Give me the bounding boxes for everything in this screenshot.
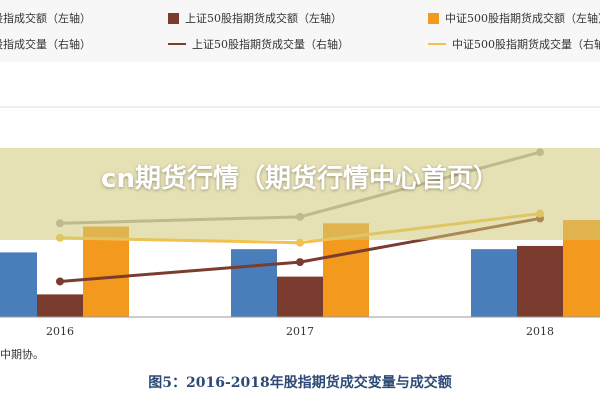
legend-line-swatch: [428, 43, 446, 45]
legend-line-swatch: [168, 43, 186, 45]
legend-label: 中证500股指期货成交量（右轴）: [452, 38, 600, 51]
line-point-2-2017: [296, 258, 304, 267]
legend-label: 上证50股指期货成交额（左轴）: [185, 12, 342, 25]
legend-item-index-turnover: 股指成交额（左轴）: [0, 10, 91, 26]
legend-swatch: [428, 12, 439, 24]
chart-legend: 股指成交额（左轴） 上证50股指期货成交额（左轴） 中证500股指期货成交额（左…: [0, 0, 600, 62]
legend-item-zz500-turnover: 中证500股指期货成交额（左轴）: [428, 10, 600, 26]
legend-label: 股指成交量（右轴）: [0, 38, 91, 51]
bar-2016-s1: [0, 252, 37, 317]
x-tick-group: 2016 2017 2018: [46, 325, 554, 338]
source-note: 中期协。: [0, 348, 44, 361]
line-point-3-2017: [296, 238, 304, 247]
overlay-banner-text: cn期货行情（期货行情中心首页）: [101, 164, 499, 194]
legend-item-sz50-turnover: 上证50股指期货成交额（左轴）: [168, 10, 342, 26]
legend-item-sz50-volume: 上证50股指期货成交量（右轴）: [168, 36, 349, 52]
x-tick-label: 2017: [286, 325, 314, 338]
overlay-banner: [0, 148, 600, 240]
legend-label: 股指成交额（左轴）: [0, 12, 91, 25]
x-tick-label: 2016: [46, 325, 74, 338]
legend-item-index-volume: 股指成交量（右轴）: [0, 36, 91, 52]
legend-label: 上证50股指期货成交量（右轴）: [192, 38, 349, 51]
legend-item-zz500-volume: 中证500股指期货成交量（右轴）: [428, 36, 600, 52]
bar-2016-s3: [83, 226, 129, 317]
legend-swatch: [168, 12, 179, 24]
figure-caption: 图5：2016-2018年股指期货成交变量与成交额: [148, 375, 452, 391]
bar-2018-s1: [471, 249, 517, 317]
legend-label: 中证500股指期货成交额（左轴）: [445, 12, 600, 25]
bar-2017-s1: [231, 249, 277, 317]
bar-group: [0, 220, 600, 317]
bar-2018-s2: [517, 245, 563, 317]
bar-2017-s2: [277, 276, 323, 317]
line-point-2-2016: [56, 277, 64, 286]
bar-2016-s2: [37, 294, 83, 317]
x-tick-label: 2018: [526, 325, 554, 338]
